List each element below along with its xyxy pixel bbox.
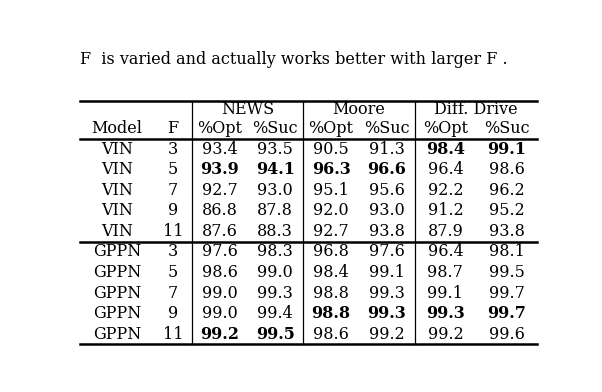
Text: 93.5: 93.5 — [258, 141, 293, 158]
Text: %Opt: %Opt — [423, 120, 468, 136]
Text: VIN: VIN — [101, 162, 133, 178]
Text: Diff. Drive: Diff. Drive — [434, 101, 518, 118]
Text: NEWS: NEWS — [221, 101, 274, 118]
Text: 5: 5 — [168, 162, 178, 178]
Text: VIN: VIN — [101, 202, 133, 220]
Text: 93.0: 93.0 — [369, 202, 405, 220]
Text: 99.3: 99.3 — [369, 285, 405, 301]
Text: GPPN: GPPN — [93, 305, 141, 322]
Text: 98.6: 98.6 — [202, 264, 237, 281]
Text: 92.7: 92.7 — [202, 182, 237, 199]
Text: 91.2: 91.2 — [427, 202, 464, 220]
Text: 99.7: 99.7 — [489, 285, 524, 301]
Text: 7: 7 — [168, 182, 178, 199]
Text: 87.8: 87.8 — [258, 202, 293, 220]
Text: 93.9: 93.9 — [200, 162, 239, 178]
Text: 87.9: 87.9 — [427, 223, 464, 240]
Text: 98.8: 98.8 — [313, 285, 349, 301]
Text: 98.7: 98.7 — [427, 264, 464, 281]
Text: 98.3: 98.3 — [258, 243, 293, 260]
Text: F: F — [167, 120, 179, 136]
Text: 93.0: 93.0 — [258, 182, 293, 199]
Text: 93.8: 93.8 — [369, 223, 405, 240]
Text: 99.2: 99.2 — [200, 326, 239, 343]
Text: %Opt: %Opt — [309, 120, 353, 136]
Text: VIN: VIN — [101, 182, 133, 199]
Text: 99.3: 99.3 — [368, 305, 406, 322]
Text: 97.6: 97.6 — [202, 243, 237, 260]
Text: 99.1: 99.1 — [427, 285, 464, 301]
Text: 98.6: 98.6 — [489, 162, 524, 178]
Text: GPPN: GPPN — [93, 243, 141, 260]
Text: 99.0: 99.0 — [202, 285, 237, 301]
Text: Model: Model — [92, 120, 143, 136]
Text: %Suc: %Suc — [484, 120, 529, 136]
Text: 99.4: 99.4 — [258, 305, 293, 322]
Text: 99.1: 99.1 — [487, 141, 526, 158]
Text: %Suc: %Suc — [364, 120, 410, 136]
Text: 96.8: 96.8 — [313, 243, 349, 260]
Text: GPPN: GPPN — [93, 326, 141, 343]
Text: 99.2: 99.2 — [369, 326, 405, 343]
Text: 95.2: 95.2 — [489, 202, 524, 220]
Text: Moore: Moore — [332, 101, 385, 118]
Text: 97.6: 97.6 — [369, 243, 405, 260]
Text: F  is varied and actually works better with larger F .: F is varied and actually works better wi… — [80, 51, 507, 67]
Text: 99.6: 99.6 — [489, 326, 524, 343]
Text: 95.1: 95.1 — [313, 182, 349, 199]
Text: 3: 3 — [168, 243, 178, 260]
Text: 9: 9 — [168, 202, 178, 220]
Text: 90.5: 90.5 — [313, 141, 349, 158]
Text: 3: 3 — [168, 141, 178, 158]
Text: 99.3: 99.3 — [426, 305, 465, 322]
Text: 5: 5 — [168, 264, 178, 281]
Text: 96.4: 96.4 — [427, 243, 464, 260]
Text: 96.4: 96.4 — [427, 162, 464, 178]
Text: 98.8: 98.8 — [312, 305, 351, 322]
Text: 92.2: 92.2 — [427, 182, 463, 199]
Text: %Suc: %Suc — [252, 120, 298, 136]
Text: 99.3: 99.3 — [258, 285, 293, 301]
Text: 7: 7 — [168, 285, 178, 301]
Text: VIN: VIN — [101, 223, 133, 240]
Text: 98.4: 98.4 — [426, 141, 465, 158]
Text: 98.1: 98.1 — [489, 243, 524, 260]
Text: 11: 11 — [163, 223, 183, 240]
Text: 99.7: 99.7 — [487, 305, 526, 322]
Text: 95.6: 95.6 — [369, 182, 405, 199]
Text: 92.7: 92.7 — [313, 223, 349, 240]
Text: VIN: VIN — [101, 141, 133, 158]
Text: 88.3: 88.3 — [258, 223, 293, 240]
Text: 86.8: 86.8 — [202, 202, 237, 220]
Text: 92.0: 92.0 — [313, 202, 349, 220]
Text: 99.1: 99.1 — [369, 264, 405, 281]
Text: GPPN: GPPN — [93, 285, 141, 301]
Text: 96.6: 96.6 — [367, 162, 406, 178]
Text: 87.6: 87.6 — [202, 223, 237, 240]
Text: GPPN: GPPN — [93, 264, 141, 281]
Text: 99.0: 99.0 — [202, 305, 237, 322]
Text: 91.3: 91.3 — [369, 141, 405, 158]
Text: 93.8: 93.8 — [489, 223, 524, 240]
Text: 98.6: 98.6 — [313, 326, 349, 343]
Text: 98.4: 98.4 — [313, 264, 349, 281]
Text: 94.1: 94.1 — [256, 162, 295, 178]
Text: 96.2: 96.2 — [489, 182, 524, 199]
Text: 96.3: 96.3 — [312, 162, 350, 178]
Text: 9: 9 — [168, 305, 178, 322]
Text: %Opt: %Opt — [197, 120, 242, 136]
Text: 99.5: 99.5 — [489, 264, 524, 281]
Text: 93.4: 93.4 — [202, 141, 237, 158]
Text: 99.0: 99.0 — [258, 264, 293, 281]
Text: 11: 11 — [163, 326, 183, 343]
Text: 99.2: 99.2 — [427, 326, 464, 343]
Text: 99.5: 99.5 — [256, 326, 295, 343]
